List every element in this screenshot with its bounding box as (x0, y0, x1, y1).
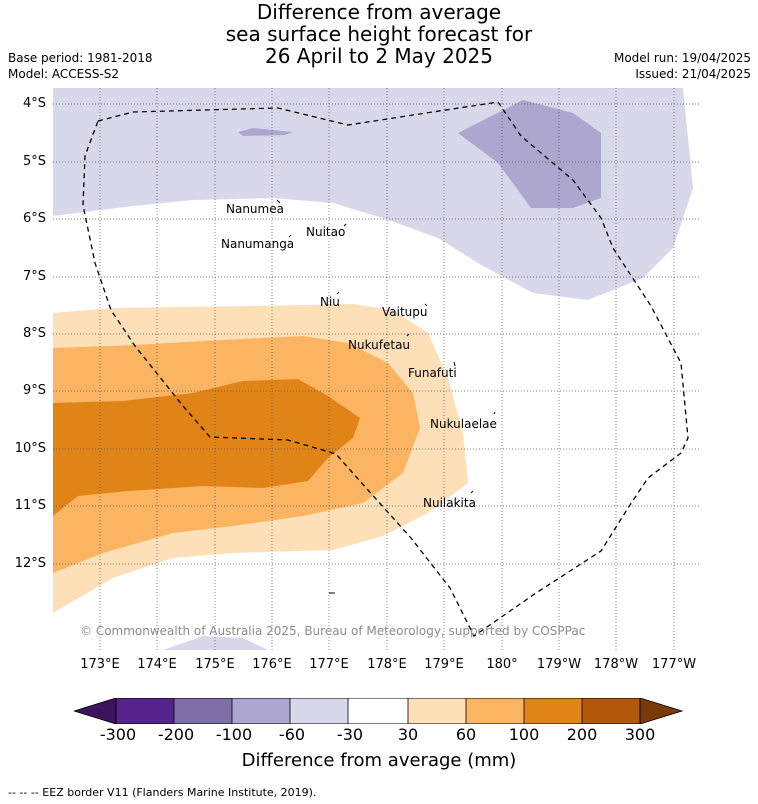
colorbar-tick: -200 (157, 725, 195, 744)
colorbar-segment (408, 698, 466, 724)
copyright-notice: © Commonwealth of Australia 2025, Bureau… (80, 624, 586, 638)
title-line-3: 26 April to 2 May 2025 (265, 44, 493, 68)
lat-label: 11°S (14, 498, 46, 513)
issued-date: Issued: 21/04/2025 (635, 67, 751, 81)
lat-label: 6°S (22, 211, 46, 226)
colorbar-tick: -100 (215, 725, 253, 744)
colorbar-tick: 200 (566, 725, 598, 744)
colorbar-tick: -300 (99, 725, 137, 744)
eez-footnote: -- -- -- EEZ border V11 (Flanders Marine… (8, 786, 317, 799)
lon-label: 179°W (536, 657, 582, 672)
lat-label: 12°S (14, 556, 46, 571)
colorbar-segment (116, 698, 174, 724)
contour-neg-60-100 (458, 100, 601, 208)
lon-label: 176°E (252, 657, 292, 672)
island-label-niu: Niu (320, 295, 340, 309)
colorbar-tick: 30 (397, 725, 419, 744)
island-label-nuitao: Nuitao (306, 225, 346, 239)
lat-label: 7°S (22, 269, 46, 284)
title-line-1: Difference from average (256, 0, 502, 24)
colorbar-segment (466, 698, 524, 724)
lat-label: 8°S (22, 326, 46, 341)
lon-label: 175°E (195, 657, 235, 672)
island-label-nukulaelae: Nukulaelae (430, 417, 497, 431)
colorbar-segment (174, 698, 232, 724)
title-line-2: sea surface height forecast for (225, 22, 533, 46)
lon-label: 178°E (367, 657, 407, 672)
island-label-nanumanga: Nanumanga (221, 237, 295, 251)
graticule (53, 88, 699, 650)
colorbar-segment (232, 698, 290, 724)
lat-label: 5°S (22, 154, 46, 169)
colorbar-segment (348, 698, 408, 724)
colorbar-segment (639, 698, 684, 724)
lon-label: 177°W (651, 657, 697, 672)
lon-label: 174°E (137, 657, 177, 672)
colorbar-tick: 60 (455, 725, 477, 744)
colorbar-segment (290, 698, 348, 724)
colorbar-segment (524, 698, 582, 724)
colorbar-tick: 100 (508, 725, 540, 744)
colorbar-tick: -60 (278, 725, 306, 744)
colorbar-segment (74, 698, 117, 724)
model-run: Model run: 19/04/2025 (613, 51, 751, 65)
colorbar-segment (582, 698, 640, 724)
lat-label: 10°S (14, 441, 46, 456)
colorbar-title: Difference from average (mm) (241, 750, 517, 771)
contour-neg-small (238, 128, 293, 136)
island-label-nuilakita: Nuilakita (423, 496, 476, 510)
base-period: Base period: 1981-2018 (8, 51, 153, 65)
colorbar-frame (115, 698, 641, 724)
lon-label: 177°E (309, 657, 349, 672)
eez-border (82, 101, 689, 637)
lon-label: 173°E (80, 657, 120, 672)
lat-label: 4°S (22, 96, 46, 111)
model-name: Model: ACCESS-S2 (8, 67, 120, 81)
map-canvas (53, 88, 699, 650)
lat-label: 9°S (22, 383, 46, 398)
colorbar-tick: 300 (624, 725, 656, 744)
contour-neg-bottom (163, 636, 268, 650)
island-label-nukufetau: Nukufetau (348, 338, 411, 352)
map-panel (53, 88, 699, 650)
colorbar (74, 698, 684, 724)
lon-label: 179°E (424, 657, 464, 672)
island-label-nanumea: Nanumea (226, 202, 284, 216)
island-label-funafuti: Funafuti (408, 366, 457, 380)
contour-pos-100-200 (53, 379, 360, 516)
colorbar-dividers (173, 698, 583, 724)
island-label-vaitupu: Vaitupu (382, 305, 428, 319)
lon-label: 180° (486, 657, 518, 672)
lon-label: 178°W (593, 657, 639, 672)
island-marks (276, 199, 496, 594)
colorbar-tick: -30 (336, 725, 364, 744)
